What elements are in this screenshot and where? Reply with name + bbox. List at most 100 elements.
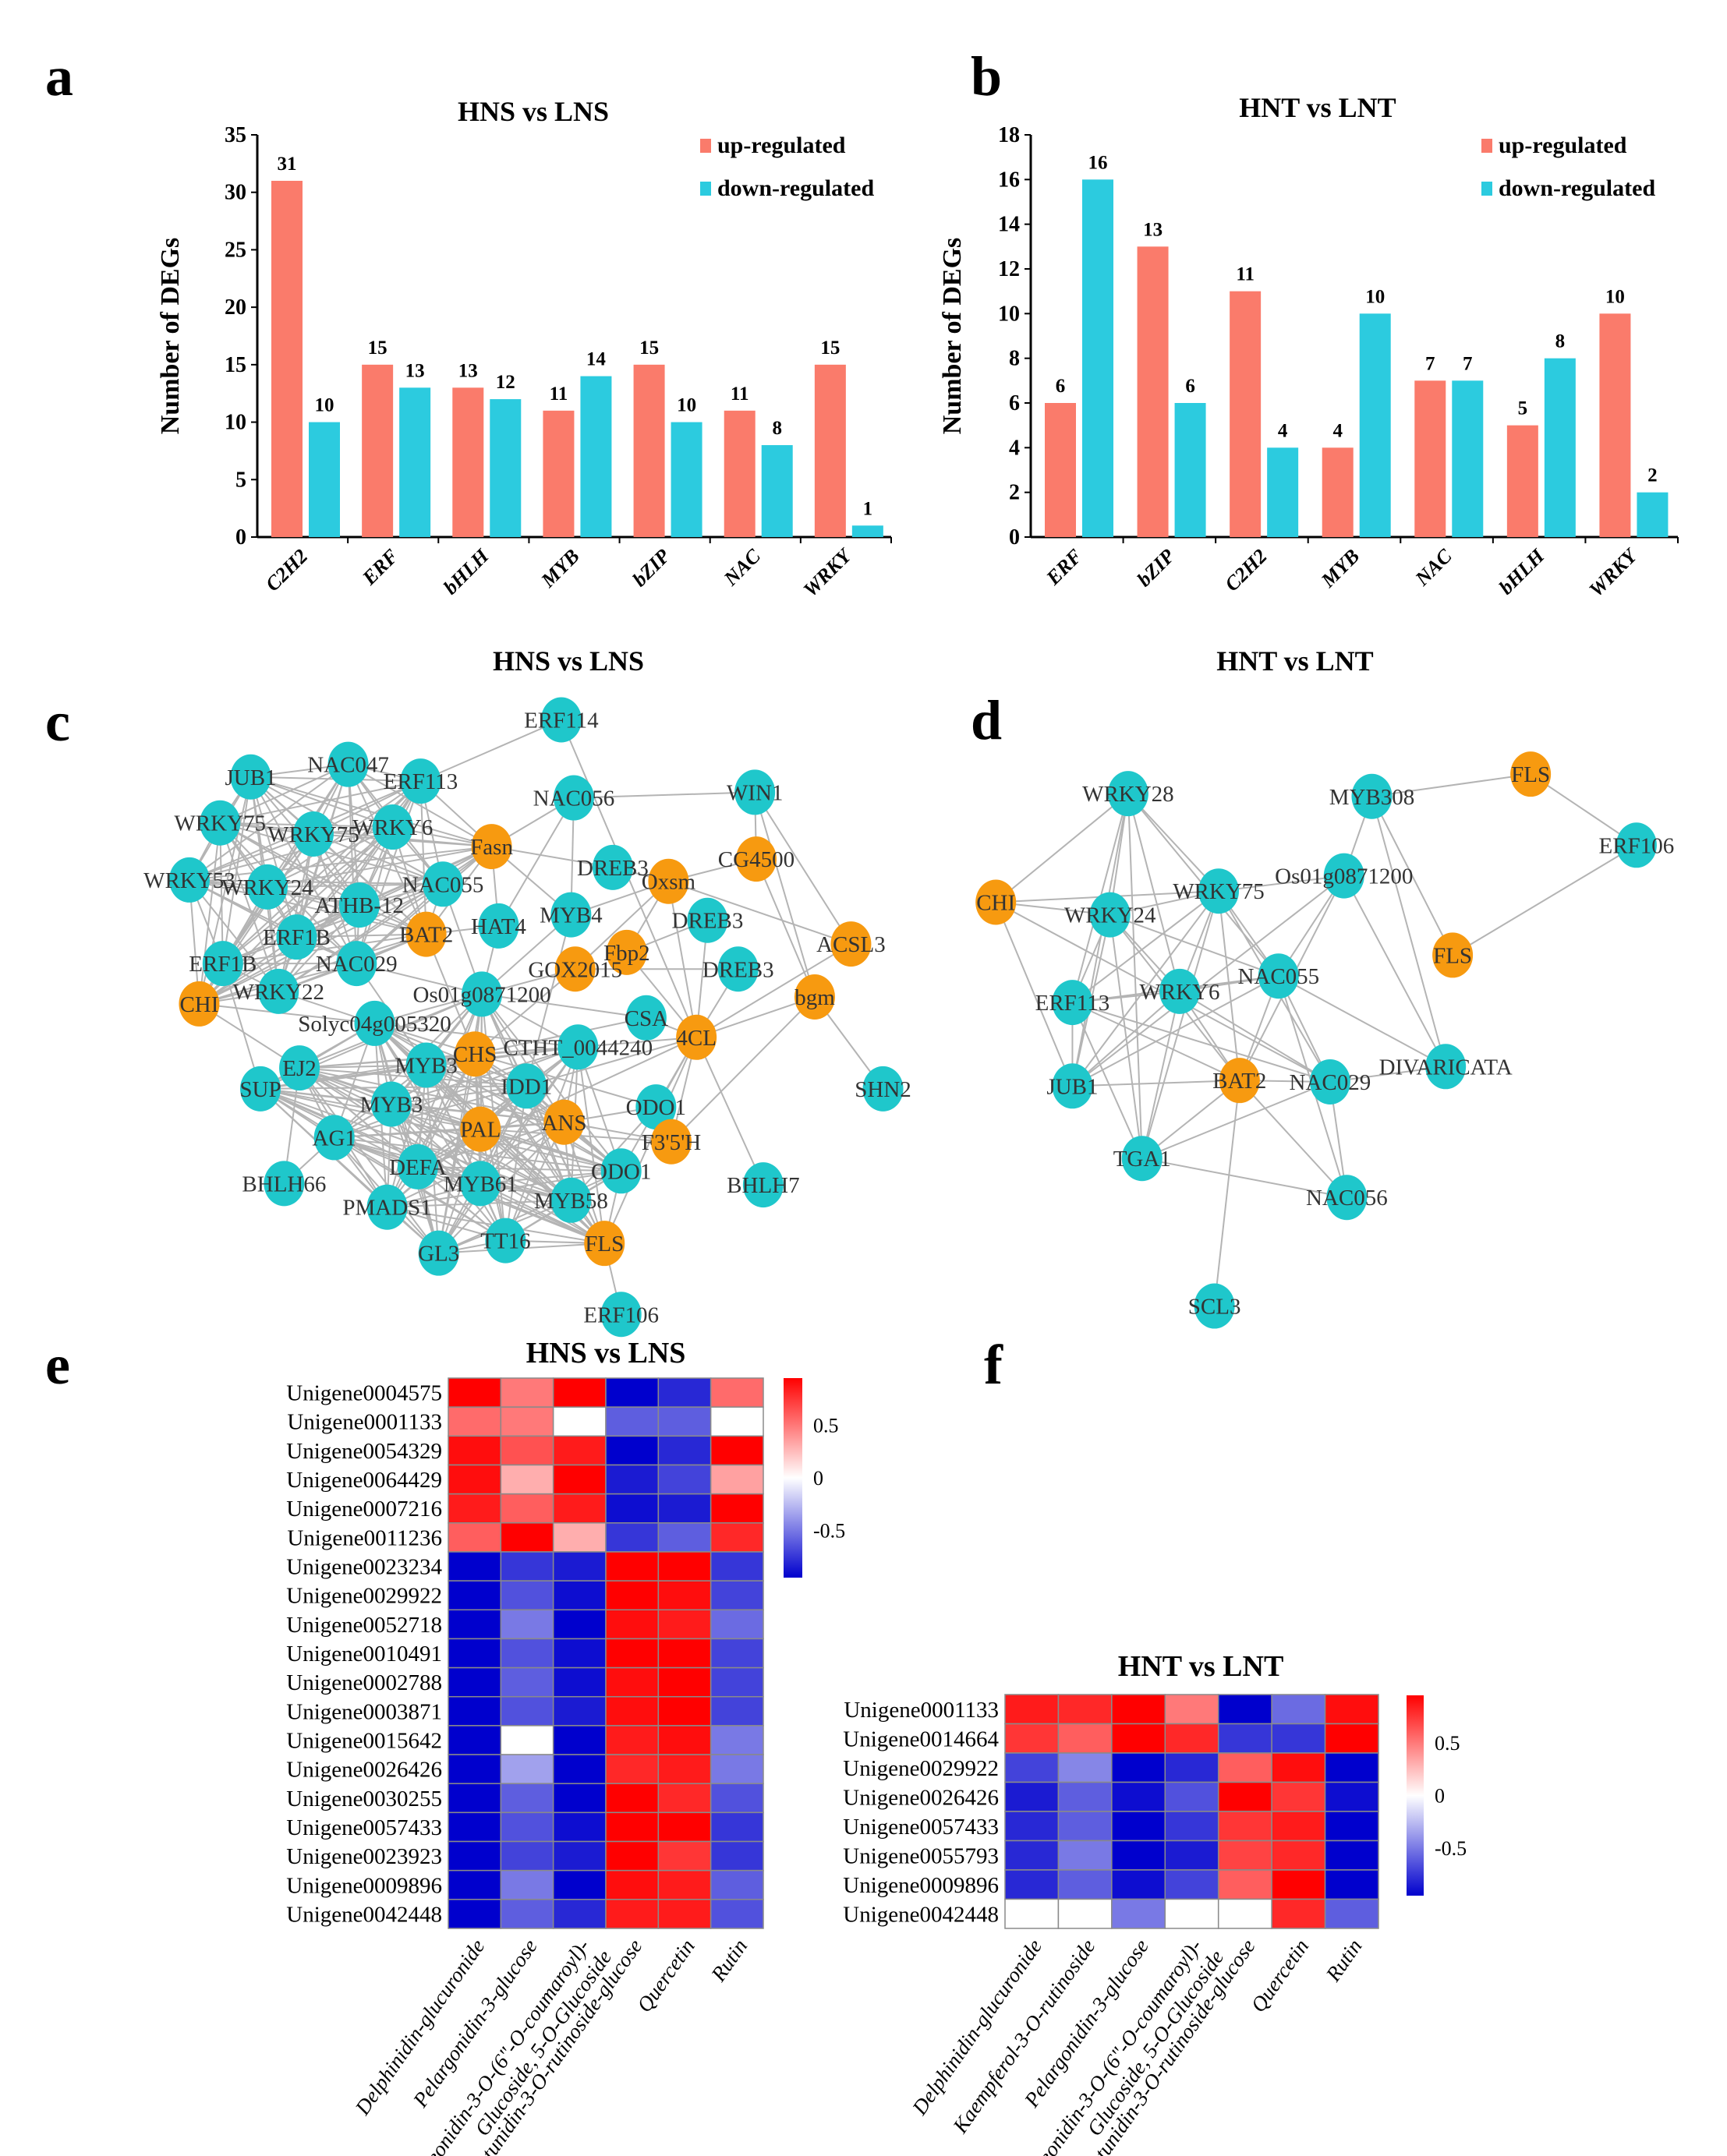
gene-node bbox=[460, 1106, 501, 1152]
network-edge bbox=[250, 776, 492, 848]
tf-node bbox=[240, 1066, 281, 1112]
legend-label: down-regulated bbox=[717, 175, 874, 201]
node-label: MYB3 bbox=[395, 1054, 458, 1079]
heatmap-cell bbox=[657, 1522, 712, 1553]
heatmap-cell bbox=[500, 1666, 554, 1698]
node-label: DREB3 bbox=[702, 957, 774, 982]
heatmap-cell bbox=[657, 1869, 712, 1900]
bar-up bbox=[543, 410, 575, 537]
bar-value-label: 5 bbox=[1518, 398, 1528, 419]
bar-up bbox=[1322, 447, 1354, 537]
tf-node bbox=[230, 754, 271, 800]
tf-node bbox=[258, 968, 299, 1014]
node-label: Solyc04g005320 bbox=[298, 1012, 451, 1037]
heatmap-cell bbox=[552, 1580, 607, 1611]
network-edge bbox=[995, 793, 1129, 903]
network-edge bbox=[1141, 1081, 1331, 1160]
heatmap-cell bbox=[1004, 1840, 1060, 1871]
bar-down bbox=[580, 376, 612, 537]
node-label: FLS bbox=[585, 1232, 624, 1256]
heatmap-cell bbox=[552, 1435, 607, 1466]
tf-node bbox=[264, 1161, 305, 1207]
node-label: IDD1 bbox=[501, 1074, 552, 1099]
tf-node bbox=[550, 1177, 592, 1223]
node-label: TT16 bbox=[480, 1229, 530, 1254]
bar-value-label: 13 bbox=[1143, 219, 1163, 240]
network-edge bbox=[356, 963, 483, 995]
row-label: Unigene0057433 bbox=[843, 1815, 999, 1840]
network-edge bbox=[1278, 975, 1446, 1068]
network-edge bbox=[1071, 890, 1219, 1003]
network-edge bbox=[480, 1170, 621, 1185]
chart-title: HNS vs LNS bbox=[458, 96, 609, 127]
network-edge bbox=[504, 1086, 528, 1241]
bar-down bbox=[1082, 179, 1113, 538]
heatmap-cell bbox=[1111, 1752, 1166, 1783]
network-edge bbox=[481, 993, 565, 1123]
row-label: Unigene0002788 bbox=[286, 1670, 442, 1695]
heatmap-cell bbox=[552, 1811, 607, 1843]
bar-up bbox=[633, 364, 665, 537]
gene-node bbox=[650, 1119, 692, 1165]
node-label: PMADS1 bbox=[342, 1196, 431, 1221]
node-label: WRKY24 bbox=[1064, 903, 1156, 928]
tf-node bbox=[354, 1000, 395, 1046]
network-edge bbox=[260, 1087, 481, 1130]
bar-up bbox=[1506, 425, 1538, 537]
network-edge bbox=[1141, 890, 1219, 1159]
panel-label-c: c bbox=[45, 691, 70, 753]
heatmap-cell bbox=[710, 1840, 764, 1871]
bar-up bbox=[1137, 246, 1169, 537]
bar-value-label: 10 bbox=[315, 395, 334, 416]
node-label: NAC029 bbox=[316, 952, 398, 977]
heatmap-cell bbox=[710, 1435, 764, 1466]
heatmap-cell bbox=[500, 1695, 554, 1727]
node-label: JUB1 bbox=[1046, 1074, 1098, 1099]
bar-down bbox=[851, 525, 883, 537]
heatmap-cell bbox=[710, 1666, 764, 1698]
node-label: Fasn bbox=[470, 835, 513, 860]
bar-value-label: 10 bbox=[1365, 286, 1385, 307]
bar-down bbox=[1174, 403, 1206, 537]
heatmap-cell bbox=[448, 1754, 502, 1784]
bar-value-label: 10 bbox=[677, 395, 696, 416]
y-tick-label: 16 bbox=[998, 168, 1020, 192]
heatmap-cell bbox=[1004, 1811, 1060, 1842]
tf-node bbox=[557, 1024, 599, 1070]
node-label: F3'5'H bbox=[642, 1130, 702, 1155]
heatmap-cell bbox=[448, 1493, 502, 1524]
network-edge bbox=[1530, 773, 1637, 846]
node-label: TGA1 bbox=[1113, 1147, 1171, 1172]
network-edge bbox=[189, 833, 314, 881]
heatmap-cell bbox=[1324, 1694, 1379, 1725]
network-edge bbox=[575, 880, 670, 970]
tf-node bbox=[687, 897, 728, 943]
bar-value-label: 6 bbox=[1185, 376, 1195, 397]
network-edge bbox=[695, 1037, 764, 1186]
node-label: DEFA bbox=[389, 1155, 447, 1180]
node-label: NAC056 bbox=[1306, 1186, 1388, 1211]
bar-value-label: 8 bbox=[772, 418, 782, 439]
heatmap-cell bbox=[710, 1609, 764, 1640]
tf-node bbox=[734, 769, 776, 815]
heatmap-cell bbox=[1271, 1723, 1326, 1754]
heatmap-cell bbox=[657, 1783, 712, 1814]
tf-node bbox=[460, 1161, 501, 1207]
colorbar bbox=[784, 1378, 802, 1578]
legend-label: down-regulated bbox=[1499, 175, 1655, 201]
network-edge bbox=[189, 826, 393, 881]
row-label: Unigene0026426 bbox=[843, 1785, 999, 1810]
column-label: Glucoside, 5-O-Glucoside bbox=[1082, 1946, 1228, 2140]
heatmap-cell bbox=[657, 1551, 712, 1582]
tf-node bbox=[405, 1042, 447, 1088]
row-label: Unigene0010491 bbox=[286, 1642, 442, 1666]
bar-value-label: 16 bbox=[1088, 152, 1108, 173]
bar-up bbox=[271, 180, 303, 537]
heatmap-cell bbox=[1217, 1869, 1272, 1900]
column-label: Glucoside, 5-O-Glucoside bbox=[470, 1946, 616, 2140]
network-edge bbox=[220, 780, 421, 824]
heatmap-cell bbox=[500, 1522, 554, 1553]
heatmap-cell bbox=[1004, 1781, 1060, 1812]
heatmap-cell bbox=[448, 1435, 502, 1466]
y-tick-label: 6 bbox=[1009, 391, 1020, 415]
